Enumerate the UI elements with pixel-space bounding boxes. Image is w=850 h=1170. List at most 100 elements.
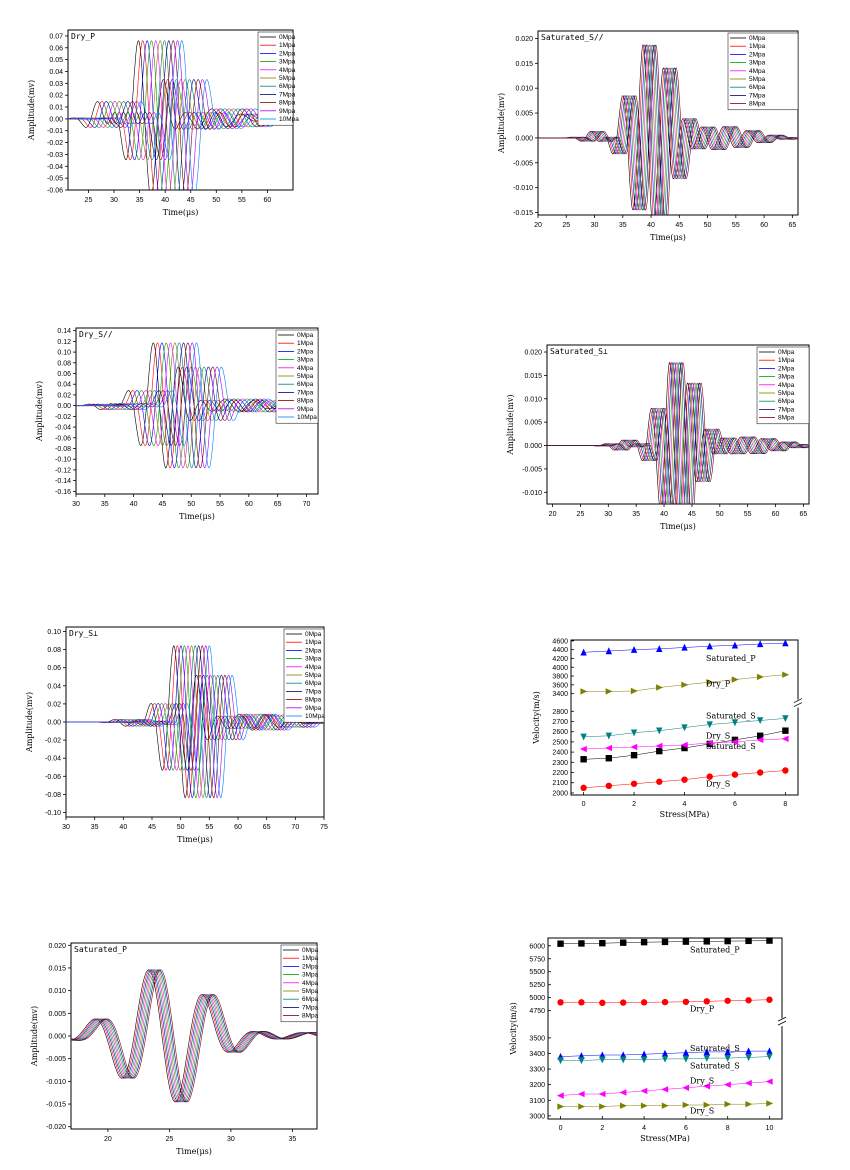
- x-tick-label: 30: [62, 824, 70, 831]
- legend-entry: 5Mpa: [305, 672, 322, 679]
- series-label: Saturated_P: [706, 654, 756, 663]
- y-tick-label: -0.06: [47, 188, 63, 195]
- data-point: [706, 739, 713, 747]
- y-tick-label: 3500: [529, 1035, 545, 1042]
- data-point: [630, 687, 638, 695]
- data-point: [605, 755, 613, 762]
- x-tick-label: 40: [647, 222, 655, 229]
- legend-box: [727, 32, 799, 111]
- y-tick-label: 3300: [529, 1067, 545, 1074]
- series-label: Dry_S: [690, 1077, 714, 1086]
- legend-entry: 3Mpa: [749, 60, 766, 67]
- legend-box: [257, 31, 294, 126]
- x-tick-label: 60: [245, 501, 253, 508]
- data-point: [731, 641, 739, 649]
- y-axis-label: Amplitude(mv): [506, 394, 515, 455]
- y-tick-label: 0.08: [47, 647, 61, 654]
- y-tick-label: -0.005: [522, 466, 542, 473]
- x-tick-label: 8: [726, 1125, 730, 1132]
- legend-entry: 0Mpa: [297, 332, 314, 339]
- x-tick-label: 55: [744, 511, 752, 518]
- y-axis-label: Amplitude(mv): [35, 381, 44, 442]
- legend-entry: 7Mpa: [279, 91, 296, 98]
- legend-entry: 6Mpa: [749, 84, 766, 91]
- x-tick-label: 2: [600, 1125, 604, 1132]
- data-point: [682, 998, 690, 1006]
- y-tick-label: -0.16: [55, 489, 71, 496]
- data-point: [724, 937, 731, 945]
- data-point: [577, 1090, 585, 1098]
- y-tick-label: 0.07: [49, 33, 63, 40]
- y-axis-label: Amplitude(mv): [25, 692, 34, 753]
- data-point: [756, 640, 764, 648]
- legend-entry: 9Mpa: [279, 108, 296, 115]
- waveform-chart-sat-s-perp: -0.010 -0.005 0.000 0.005 0.010 0.015 0.020 20 2…: [497, 340, 819, 544]
- chart-title: Dry_P: [71, 32, 95, 41]
- y-tick-label: -0.02: [55, 414, 71, 421]
- x-tick-label: 30: [591, 222, 599, 229]
- x-tick-label: 30: [110, 197, 118, 204]
- data-point: [756, 736, 764, 744]
- data-point: [656, 645, 663, 652]
- data-point: [682, 1101, 690, 1109]
- data-point: [782, 727, 789, 734]
- legend-entry: 2Mpa: [749, 51, 766, 58]
- x-tick-label: 75: [320, 824, 328, 831]
- x-axis-label: Stress(MPa): [640, 1134, 690, 1143]
- data-point: [630, 751, 638, 759]
- trace-5Mpa: [68, 40, 293, 190]
- legend-box: [275, 329, 319, 424]
- x-tick-label: 50: [177, 824, 185, 831]
- x-tick-label: 25: [577, 511, 585, 518]
- data-point: [731, 771, 739, 778]
- legend-entry: 8Mpa: [297, 398, 314, 405]
- data-point: [731, 736, 739, 744]
- y-tick-label: 0.010: [524, 396, 542, 403]
- x-tick-label: 25: [166, 1136, 174, 1143]
- x-tick-label: 60: [264, 197, 272, 204]
- y-axis-label: Amplitude(mv): [497, 93, 506, 154]
- y-tick-label: 4000: [552, 665, 568, 672]
- legend-entry: 8Mpa: [305, 697, 322, 704]
- series-label: Dry_P: [706, 680, 731, 689]
- legend-entry: 2Mpa: [297, 348, 314, 355]
- y-tick-label: -0.12: [55, 467, 71, 474]
- x-tick-label: 8: [783, 801, 787, 808]
- data-point: [630, 645, 638, 653]
- trace-8Mpa: [71, 969, 317, 1103]
- series-label: Saturated_P: [690, 946, 740, 955]
- y-tick-label: 0.03: [49, 81, 63, 88]
- y-tick-label: -0.04: [55, 425, 71, 432]
- waveform-chart-sat-p: -0.020 -0.015 -0.010 -0.005 0.000 0.005 0.010 0…: [21, 938, 327, 1169]
- legend-entry: 10Mpa: [297, 414, 317, 421]
- y-tick-label: 0.10: [57, 350, 71, 357]
- x-tick-label: 35: [91, 824, 99, 831]
- data-point: [706, 642, 713, 650]
- y-tick-label: 2300: [552, 760, 568, 767]
- x-tick-label: 45: [148, 824, 156, 831]
- data-point: [661, 998, 669, 1006]
- x-tick-label: 65: [800, 511, 808, 518]
- y-tick-label: 0.00: [47, 720, 61, 727]
- data-point: [682, 1084, 690, 1091]
- y-tick-label: 2200: [552, 770, 568, 777]
- y-tick-label: 2000: [552, 790, 568, 797]
- data-point: [703, 938, 710, 945]
- legend-entry: 7Mpa: [778, 406, 795, 413]
- y-tick-label: 2100: [552, 780, 568, 787]
- y-tick-label: -0.010: [522, 490, 542, 497]
- data-point: [556, 1092, 564, 1099]
- data-point: [655, 742, 663, 750]
- y-tick-label: 0.06: [47, 665, 61, 672]
- y-tick-label: 0.10: [47, 629, 61, 636]
- y-tick-label: 0.02: [49, 93, 63, 100]
- legend-entry: 7Mpa: [297, 389, 314, 396]
- data-point: [620, 1102, 627, 1109]
- waveform-chart-dry-s-perp: -0.10 -0.08 -0.06 -0.04 -0.02 0.00 0.02 0.04 0.0…: [16, 622, 334, 857]
- data-point: [661, 1086, 669, 1093]
- trace-6Mpa: [68, 40, 293, 190]
- data-point: [703, 1048, 710, 1056]
- data-point: [703, 1054, 710, 1062]
- data-point: [580, 756, 587, 763]
- legend-entry: 2Mpa: [302, 963, 319, 970]
